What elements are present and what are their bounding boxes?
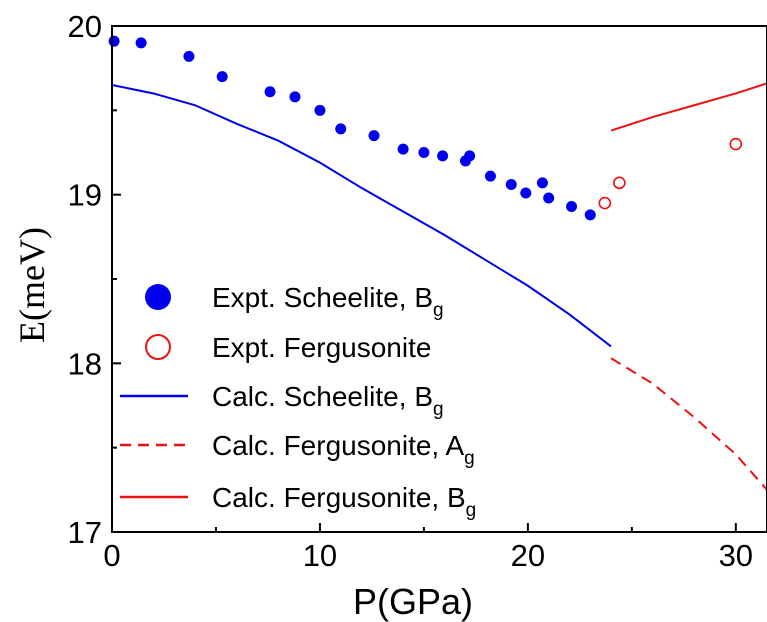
y-tick-label: 20 xyxy=(68,9,102,44)
legend-item: Calc. Fergusonite, Ag xyxy=(120,430,475,469)
data-point xyxy=(183,50,195,62)
data-point xyxy=(566,200,578,212)
data-point xyxy=(335,123,347,135)
x-tick-label: 20 xyxy=(511,538,545,573)
legend-item: Calc. Fergusonite, Bg xyxy=(120,482,476,521)
series-4 xyxy=(610,82,767,132)
legend-label-text: Calc. Fergusonite, B xyxy=(212,482,466,513)
series-3 xyxy=(610,357,767,491)
data-point xyxy=(505,179,517,191)
legend-item: Expt. Scheelite, Bg xyxy=(145,282,444,321)
x-tick-label: 0 xyxy=(103,538,120,573)
legend-item: Expt. Fergusonite xyxy=(145,332,431,363)
legend-label-subscript: g xyxy=(464,448,475,469)
data-point xyxy=(464,150,476,162)
legend-label-text: Calc. Scheelite, B xyxy=(212,381,433,412)
data-point xyxy=(135,37,147,49)
series-line xyxy=(610,357,767,491)
legend-filled-circle-symbol xyxy=(145,284,171,310)
y-axis-title: E(meV) xyxy=(12,227,52,343)
x-axis-title: P(GPa) xyxy=(353,581,473,622)
data-point xyxy=(418,147,430,158)
data-point xyxy=(314,104,326,116)
legend-label: Expt. Scheelite, Bg xyxy=(212,282,444,321)
series-1 xyxy=(598,137,743,210)
y-tick-label: 19 xyxy=(68,178,102,213)
legend-open-circle-symbol xyxy=(145,334,171,360)
x-tick-label: 30 xyxy=(719,538,753,573)
data-point xyxy=(368,130,380,142)
legend-label: Calc. Fergusonite, Ag xyxy=(212,430,475,469)
data-point xyxy=(520,187,532,199)
x-tick-label: 10 xyxy=(303,538,337,573)
data-point xyxy=(543,192,555,204)
legend-label-subscript: g xyxy=(433,399,444,420)
data-point xyxy=(216,71,228,83)
legend-label: Calc. Scheelite, Bg xyxy=(212,381,444,420)
tick-labels: 0 10 20 30 17 18 19 20 xyxy=(68,9,754,573)
data-point xyxy=(613,176,626,190)
data-point xyxy=(484,170,496,182)
legend-label: Calc. Fergusonite, Bg xyxy=(212,482,476,521)
legend-label-subscript: g xyxy=(466,500,477,521)
data-point xyxy=(289,91,301,103)
data-point xyxy=(437,150,449,162)
series-line xyxy=(111,84,612,348)
legend-label-text: Calc. Fergusonite, A xyxy=(212,430,464,461)
legend-item: Calc. Scheelite, Bg xyxy=(120,381,444,420)
data-point xyxy=(584,209,596,221)
series-line xyxy=(610,82,767,132)
data-point xyxy=(264,86,276,98)
data-point xyxy=(397,143,409,155)
data-point xyxy=(536,177,548,189)
legend-label-text: Expt. Fergusonite xyxy=(212,332,431,363)
legend-label-subscript: g xyxy=(433,300,444,321)
data-point xyxy=(598,196,612,210)
legend-label-text: Expt. Scheelite, B xyxy=(212,282,433,313)
series-2 xyxy=(111,84,612,348)
plot-frame xyxy=(111,25,767,533)
y-tick-label: 17 xyxy=(68,515,102,550)
data-point xyxy=(108,35,120,47)
data-point xyxy=(729,137,743,151)
series-0 xyxy=(108,35,596,221)
legend-label: Expt. Fergusonite xyxy=(212,332,431,363)
series-layer xyxy=(108,35,767,491)
y-tick-label: 18 xyxy=(68,346,102,381)
